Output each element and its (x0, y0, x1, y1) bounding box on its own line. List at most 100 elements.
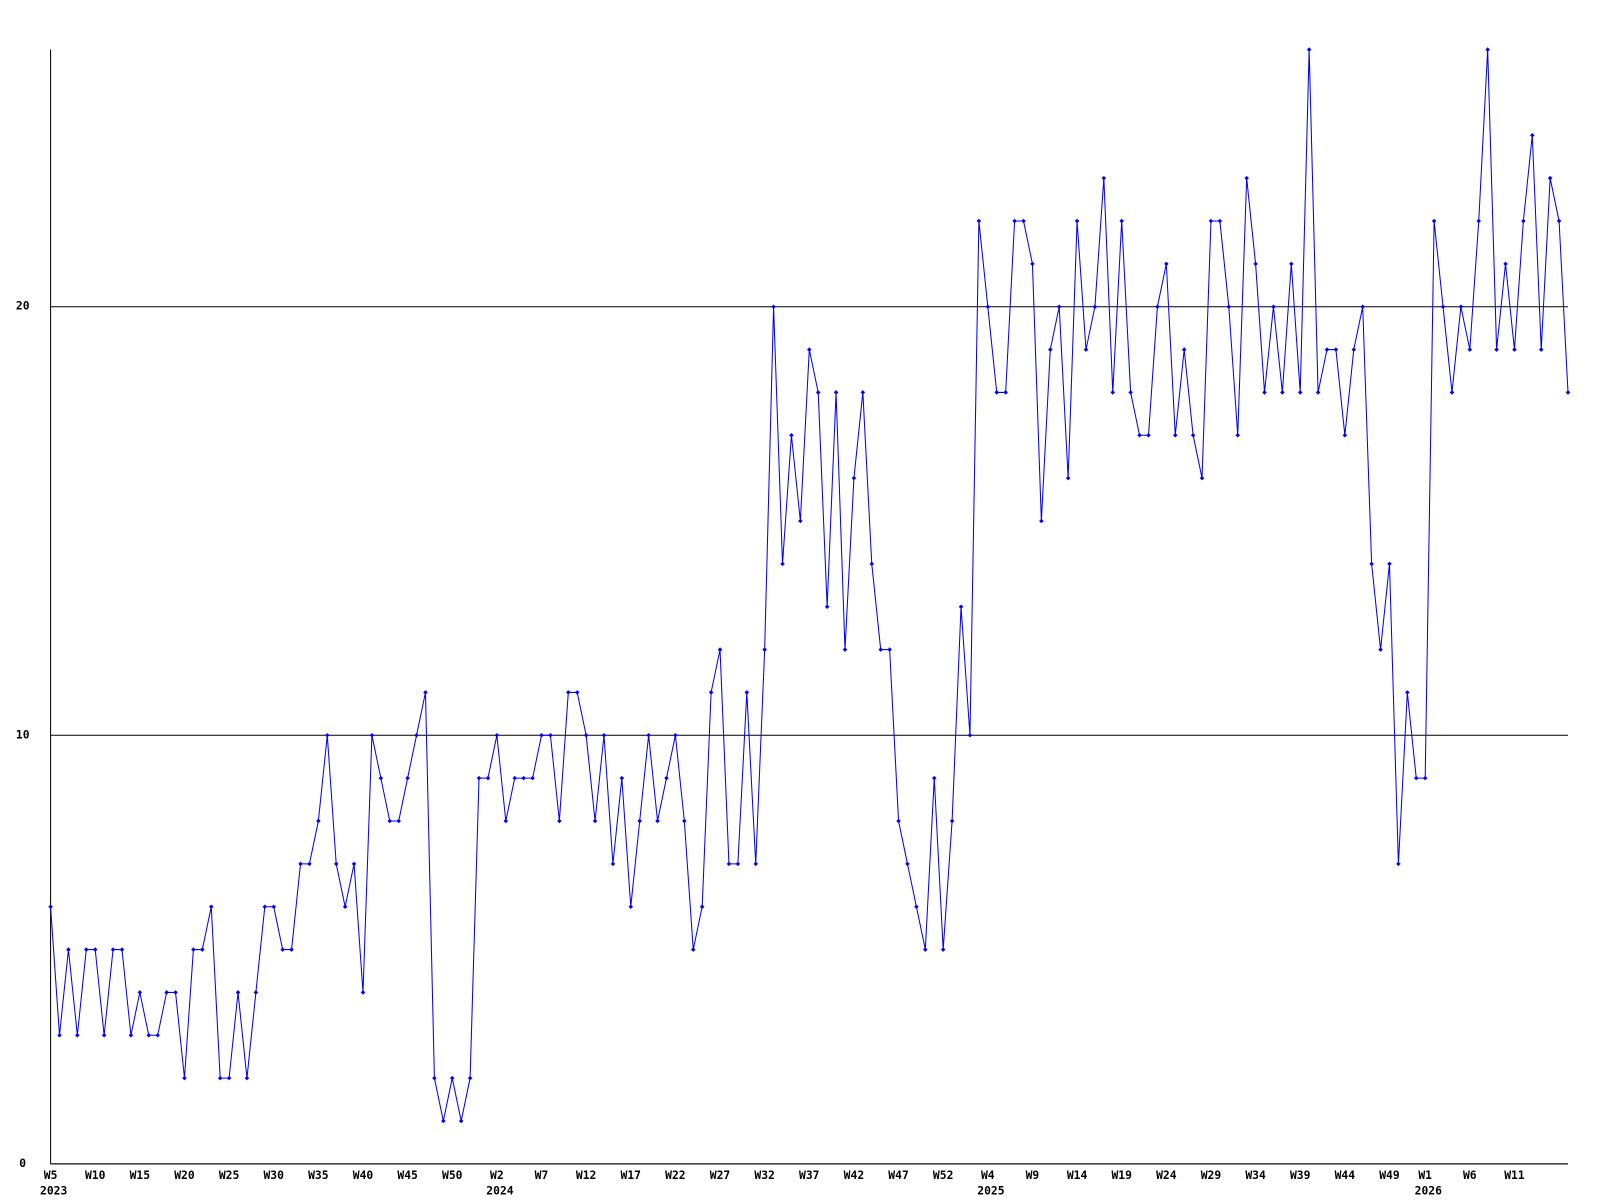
data-point (1065, 475, 1071, 481)
data-point (931, 775, 937, 781)
data-point (896, 818, 901, 824)
data-point (798, 518, 803, 524)
data-point (396, 818, 401, 824)
data-point (1503, 261, 1508, 267)
x-tick-label: W14 (1067, 1168, 1088, 1182)
x-tick-label: W42 (844, 1168, 864, 1182)
data-point (557, 818, 562, 824)
data-point (307, 861, 312, 867)
x-tick-label: W40 (353, 1168, 374, 1182)
x-tick-label: W25 (219, 1168, 240, 1182)
data-point (637, 818, 642, 824)
data-point (1351, 347, 1357, 352)
data-point (1467, 347, 1473, 352)
x-tick-label: W19 (1111, 1168, 1132, 1182)
data-point (1181, 347, 1187, 352)
x-tick-label: W30 (263, 1168, 284, 1182)
data-point (1324, 347, 1330, 352)
data-point (842, 647, 848, 652)
data-point (1235, 433, 1241, 438)
data-point (1021, 218, 1026, 224)
data-point (48, 904, 53, 909)
data-point (610, 861, 616, 867)
data-point (807, 347, 812, 352)
data-point (1449, 390, 1455, 395)
data-point (1012, 218, 1017, 224)
data-point (1280, 390, 1285, 395)
data-point (860, 390, 866, 395)
data-point (1164, 261, 1169, 267)
x-tick-label: W4 (981, 1168, 995, 1182)
x-tick-label: W2 (490, 1168, 504, 1182)
data-point (1003, 390, 1008, 395)
data-point (146, 1033, 152, 1038)
data-point (1110, 390, 1116, 395)
data-point (1530, 133, 1535, 138)
data-point (253, 990, 259, 995)
data-point (1208, 218, 1214, 224)
x-tick-label: W44 (1335, 1168, 1356, 1182)
data-point (369, 733, 375, 738)
data-point (289, 947, 294, 952)
data-point (1190, 433, 1196, 438)
data-point (1199, 475, 1205, 481)
data-point (1048, 347, 1053, 352)
x-tick-label: W5 (44, 1168, 58, 1182)
data-point (1342, 433, 1348, 438)
data-point (708, 690, 714, 695)
x-tick-label: W17 (621, 1168, 641, 1182)
x-tick-label: W29 (1201, 1168, 1222, 1182)
data-point (414, 733, 419, 738)
data-point (271, 904, 277, 909)
data-point (1413, 775, 1419, 781)
x-tick-label: W47 (888, 1168, 908, 1182)
data-point (1315, 390, 1321, 395)
data-point (423, 690, 428, 695)
data-point (735, 861, 741, 867)
data-point (1217, 218, 1223, 224)
data-point (655, 818, 660, 824)
data-point (182, 1075, 187, 1081)
y-tick-label: 20 (16, 299, 30, 313)
data-point (673, 733, 678, 738)
x-tick-label: W37 (799, 1168, 819, 1182)
data-point (789, 433, 794, 438)
data-point (512, 775, 518, 781)
data-point (824, 604, 830, 609)
data-point (1137, 433, 1142, 438)
data-point (1387, 561, 1392, 567)
data-point (1128, 390, 1133, 395)
data-point (1262, 390, 1267, 395)
data-point (994, 390, 1000, 395)
data-point (485, 775, 491, 781)
data-point (1297, 390, 1303, 395)
x-tick-label: W12 (576, 1168, 596, 1182)
data-point (101, 1033, 107, 1038)
data-point (235, 990, 241, 995)
data-point (699, 904, 705, 909)
data-point (191, 947, 196, 952)
data-point (985, 304, 991, 309)
x-tick-label: W49 (1379, 1168, 1400, 1182)
data-point (325, 733, 330, 738)
data-point (1101, 175, 1107, 181)
x-tick-label: W10 (85, 1168, 106, 1182)
data-point (762, 647, 767, 652)
data-point (869, 561, 875, 567)
data-point (833, 390, 839, 395)
data-point (476, 775, 482, 781)
data-point (1476, 218, 1482, 224)
data-point (1458, 304, 1464, 309)
x-tick-label: W20 (174, 1168, 195, 1182)
data-point (1083, 347, 1089, 352)
data-point (405, 775, 410, 781)
data-point (351, 861, 357, 867)
data-point (1056, 304, 1062, 309)
data-point (592, 818, 598, 824)
data-point (244, 1075, 250, 1081)
x-tick-label: W45 (397, 1168, 418, 1182)
x-tick-label: W7 (535, 1168, 549, 1182)
data-point (744, 690, 750, 695)
data-point (1360, 304, 1365, 309)
data-point (467, 1075, 473, 1081)
